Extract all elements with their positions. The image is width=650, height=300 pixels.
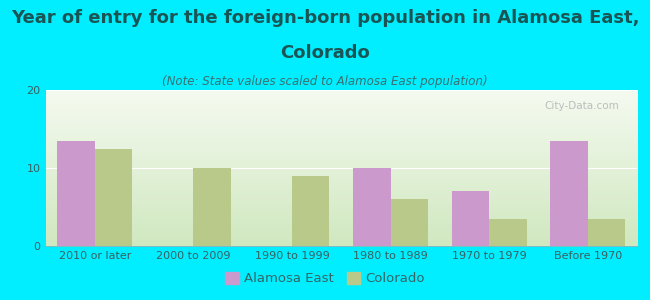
Bar xyxy=(95,148,132,246)
Text: Colorado: Colorado xyxy=(280,44,370,62)
Text: (Note: State values scaled to Alamosa East population): (Note: State values scaled to Alamosa Ea… xyxy=(162,75,488,88)
Bar xyxy=(452,191,489,246)
Bar xyxy=(57,141,95,246)
Bar xyxy=(292,176,330,246)
Text: City-Data.com: City-Data.com xyxy=(545,101,619,111)
Bar xyxy=(551,141,588,246)
Text: Year of entry for the foreign-born population in Alamosa East,: Year of entry for the foreign-born popul… xyxy=(11,9,639,27)
Bar xyxy=(194,168,231,246)
Bar xyxy=(353,168,391,246)
Bar xyxy=(489,219,526,246)
Bar xyxy=(391,199,428,246)
Legend: Alamosa East, Colorado: Alamosa East, Colorado xyxy=(220,266,430,290)
Bar xyxy=(588,219,625,246)
